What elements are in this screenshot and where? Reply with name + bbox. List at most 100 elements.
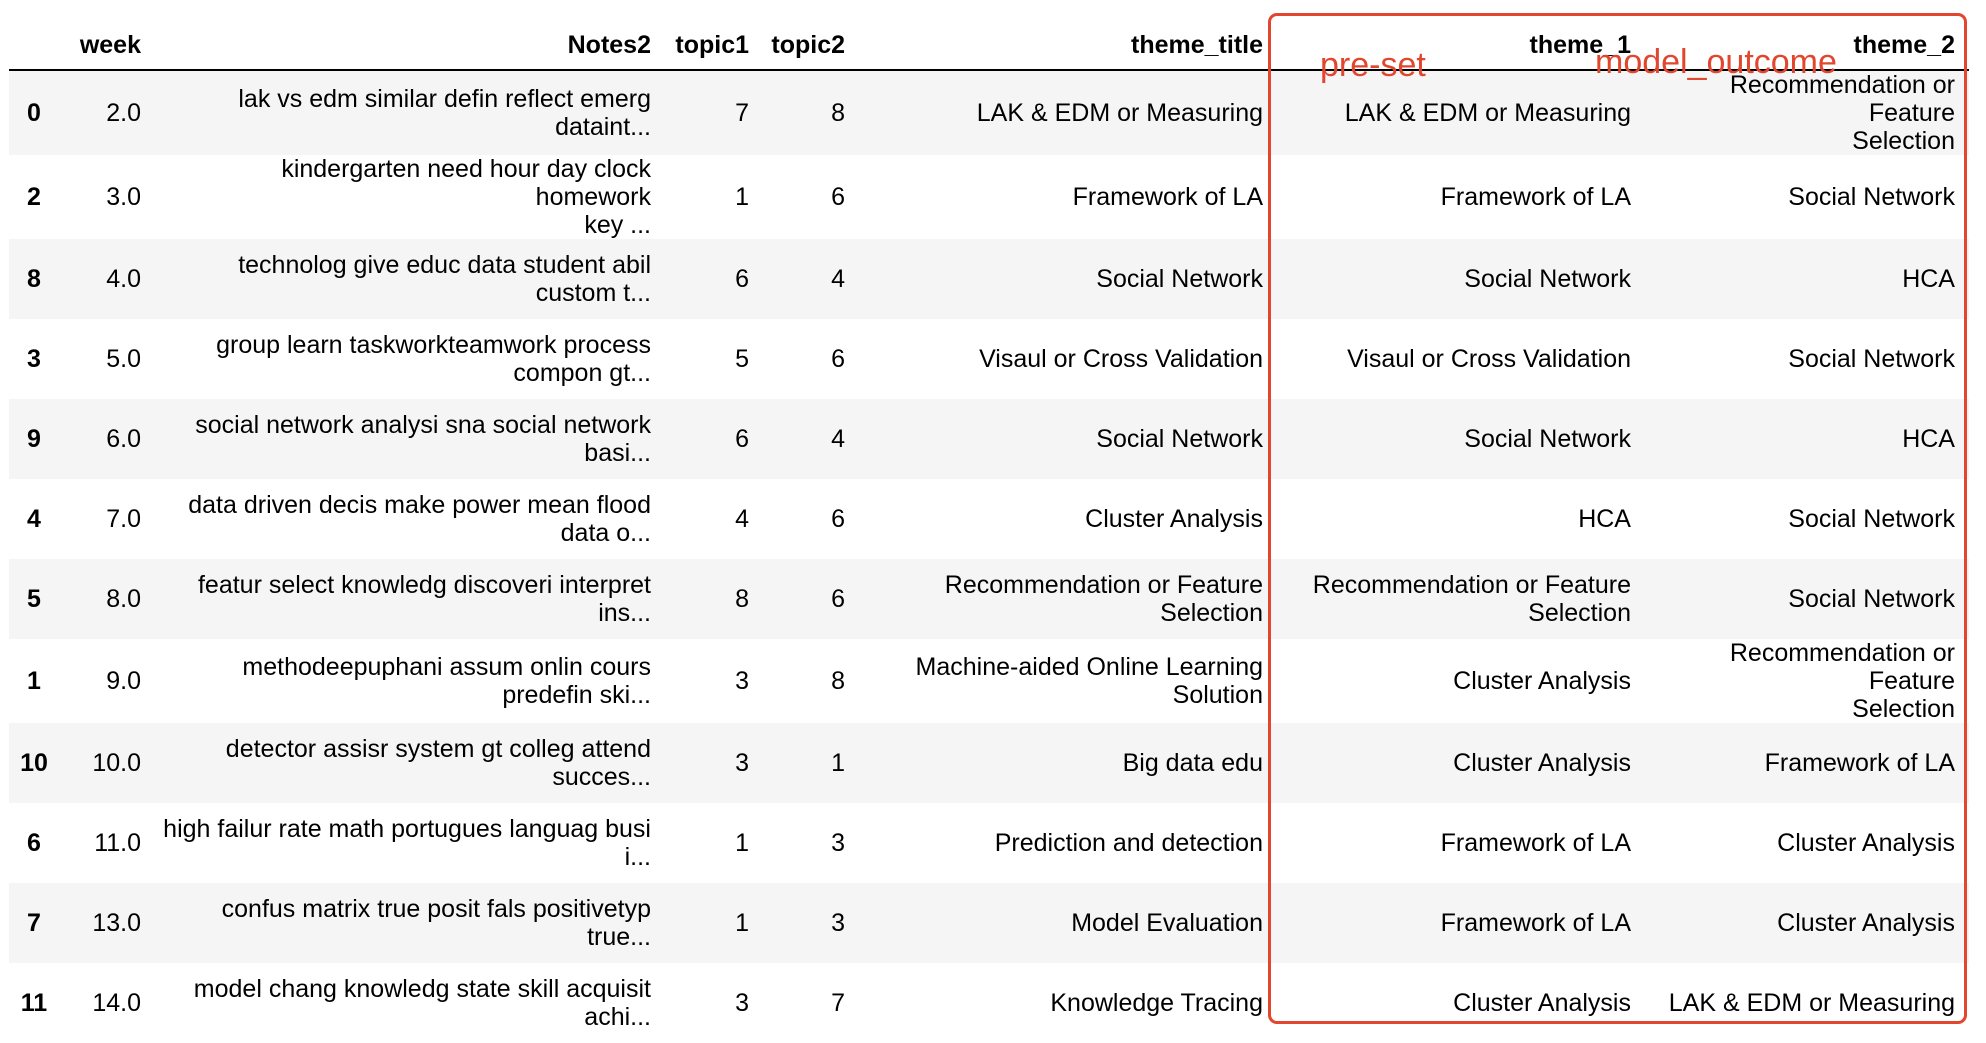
cell-topic1: 3 bbox=[735, 749, 749, 777]
cell-week: 7.0 bbox=[106, 505, 141, 533]
cell-notes2-line: compon gt... bbox=[513, 359, 651, 387]
cell-topic1: 5 bbox=[735, 345, 749, 373]
cell-notes2-line: technolog give educ data student abil bbox=[238, 251, 651, 279]
cell-theme-1: Framework of LA bbox=[1277, 883, 1645, 963]
cell-topic1: 6 bbox=[735, 265, 749, 293]
cell-theme-title: Knowledge Tracing bbox=[859, 963, 1277, 1043]
cell-theme-2-line: Framework of LA bbox=[1764, 749, 1955, 777]
cell-theme-2-line: Recommendation or Feature bbox=[1729, 71, 1955, 127]
header-row: week Notes2 topic1 topic2 theme_title th… bbox=[9, 20, 1969, 71]
cell-theme-title-line: Recommendation or Feature bbox=[944, 571, 1263, 599]
cell-theme-2: Social Network bbox=[1645, 479, 1969, 559]
cell-theme-title: Cluster Analysis bbox=[859, 479, 1277, 559]
cell-notes2-line: true... bbox=[587, 923, 651, 951]
cell-notes2: confus matrix true posit fals positivety… bbox=[155, 883, 665, 963]
cell-notes2-line: i... bbox=[624, 843, 651, 871]
cell-theme-2-line: Selection bbox=[1852, 127, 1955, 155]
cell-theme-1-line: Visaul or Cross Validation bbox=[1347, 345, 1631, 373]
cell-topic2: 8 bbox=[831, 99, 845, 127]
row-index: 5 bbox=[27, 585, 41, 613]
cell-notes2: data driven decis make power mean flood d… bbox=[155, 479, 665, 559]
cell-theme-title-line: Framework of LA bbox=[1072, 183, 1263, 211]
cell-theme-1-line: Cluster Analysis bbox=[1453, 989, 1631, 1017]
cell-theme-2-line: Social Network bbox=[1788, 345, 1955, 373]
table-row: 11 14.0 model chang knowledg state skill a… bbox=[9, 963, 1969, 1043]
cell-theme-2-line: Cluster Analysis bbox=[1777, 829, 1955, 857]
cell-theme-1: Social Network bbox=[1277, 239, 1645, 319]
cell-theme-1-line: Framework of LA bbox=[1440, 829, 1631, 857]
row-index: 11 bbox=[20, 989, 48, 1017]
row-index: 9 bbox=[27, 425, 41, 453]
cell-theme-2: Recommendation or Feature Selection bbox=[1645, 639, 1969, 723]
cell-theme-title: Visaul or Cross Validation bbox=[859, 319, 1277, 399]
cell-notes2: featur select knowledg discoveri interpr… bbox=[155, 559, 665, 639]
cell-week: 3.0 bbox=[106, 183, 141, 211]
cell-theme-1: Visaul or Cross Validation bbox=[1277, 319, 1645, 399]
cell-notes2: high failur rate math portugues languag … bbox=[155, 803, 665, 883]
cell-topic1: 3 bbox=[735, 667, 749, 695]
cell-topic1: 1 bbox=[735, 183, 749, 211]
cell-theme-title-line: Prediction and detection bbox=[994, 829, 1263, 857]
table-row: 1 9.0 methodeepuphani assum onlin cours pre… bbox=[9, 639, 1969, 723]
table-body: 0 2.0 lak vs edm similar defin reflect eme… bbox=[9, 70, 1969, 1043]
cell-theme-2-line: Recommendation or Feature bbox=[1729, 639, 1955, 695]
cell-theme-title-line: Social Network bbox=[1096, 265, 1263, 293]
cell-theme-title-line: Visaul or Cross Validation bbox=[979, 345, 1263, 373]
cell-theme-1-line: Framework of LA bbox=[1440, 183, 1631, 211]
cell-topic1: 7 bbox=[735, 99, 749, 127]
cell-theme-1: HCA bbox=[1277, 479, 1645, 559]
cell-theme-1-line: Social Network bbox=[1464, 265, 1631, 293]
cell-theme-title: Recommendation or Feature Selection bbox=[859, 559, 1277, 639]
cell-theme-1-line: Social Network bbox=[1464, 425, 1631, 453]
table-row: 6 11.0 high failur rate math portugues lan… bbox=[9, 803, 1969, 883]
cell-topic1: 8 bbox=[735, 585, 749, 613]
cell-theme-2-line: Social Network bbox=[1788, 505, 1955, 533]
table-row: 2 3.0 kindergarten need hour day clock hom… bbox=[9, 155, 1969, 239]
cell-topic1: 1 bbox=[735, 909, 749, 937]
cell-notes2-line: kindergarten need hour day clock homewor… bbox=[281, 155, 651, 211]
cell-notes2-line: basi... bbox=[584, 439, 651, 467]
cell-theme-title-line: Selection bbox=[1160, 599, 1263, 627]
cell-theme-2-line: LAK & EDM or Measuring bbox=[1668, 989, 1955, 1017]
cell-theme-title: Social Network bbox=[859, 239, 1277, 319]
cell-notes2: group learn taskworkteamwork process comp… bbox=[155, 319, 665, 399]
row-index: 0 bbox=[27, 99, 41, 127]
cell-notes2-line: succes... bbox=[552, 763, 651, 791]
cell-theme-2-line: Selection bbox=[1852, 695, 1955, 723]
table-row: 5 8.0 featur select knowledg discoveri int… bbox=[9, 559, 1969, 639]
cell-notes2-line: methodeepuphani assum onlin cours bbox=[242, 653, 651, 681]
cell-notes2: technolog give educ data student abil cus… bbox=[155, 239, 665, 319]
cell-theme-title-line: Solution bbox=[1172, 681, 1263, 709]
cell-theme-title-line: Knowledge Tracing bbox=[1050, 989, 1263, 1017]
cell-notes2-line: ins... bbox=[598, 599, 651, 627]
cell-theme-1: Social Network bbox=[1277, 399, 1645, 479]
cell-theme-2: LAK & EDM or Measuring bbox=[1645, 963, 1969, 1043]
cell-notes2-line: lak vs edm similar defin reflect emerg bbox=[238, 85, 651, 113]
cell-theme-1-line: Recommendation or Feature bbox=[1312, 571, 1631, 599]
cell-theme-title-line: Cluster Analysis bbox=[1085, 505, 1263, 533]
cell-week: 6.0 bbox=[106, 425, 141, 453]
cell-topic2: 6 bbox=[831, 345, 845, 373]
cell-theme-2: Recommendation or Feature Selection bbox=[1645, 70, 1969, 155]
cell-notes2-line: predefin ski... bbox=[502, 681, 651, 709]
column-header-week: week bbox=[59, 20, 155, 71]
column-header-topic1: topic1 bbox=[665, 20, 763, 71]
cell-theme-2: HCA bbox=[1645, 239, 1969, 319]
cell-notes2-line: key ... bbox=[584, 211, 651, 239]
cell-theme-1-line: Framework of LA bbox=[1440, 909, 1631, 937]
cell-topic1: 1 bbox=[735, 829, 749, 857]
cell-notes2: methodeepuphani assum onlin cours predefi… bbox=[155, 639, 665, 723]
cell-theme-1-line: Cluster Analysis bbox=[1453, 667, 1631, 695]
cell-theme-title: LAK & EDM or Measuring bbox=[859, 70, 1277, 155]
cell-notes2-line: social network analysi sna social networ… bbox=[195, 411, 651, 439]
row-index: 2 bbox=[27, 183, 41, 211]
cell-week: 4.0 bbox=[106, 265, 141, 293]
table-header: week Notes2 topic1 topic2 theme_title th… bbox=[9, 20, 1969, 71]
cell-notes2-line: achi... bbox=[584, 1003, 651, 1031]
cell-notes2: model chang knowledg state skill acquisi… bbox=[155, 963, 665, 1043]
cell-week: 5.0 bbox=[106, 345, 141, 373]
table-row: 10 10.0 detector assisr system gt colleg a… bbox=[9, 723, 1969, 803]
cell-theme-title-line: Social Network bbox=[1096, 425, 1263, 453]
cell-theme-1: Cluster Analysis bbox=[1277, 963, 1645, 1043]
